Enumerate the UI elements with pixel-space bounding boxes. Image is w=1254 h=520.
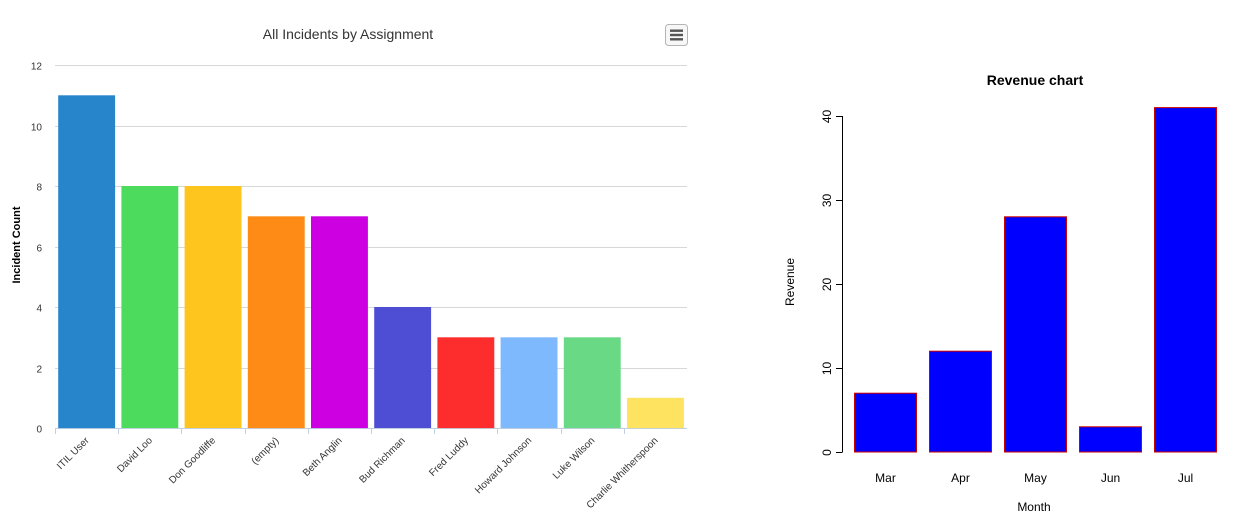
incidents-bar-howard-johnson[interactable] xyxy=(500,337,558,429)
revenue-bar-may[interactable] xyxy=(1004,216,1067,453)
incidents-y-tick-label: 4 xyxy=(36,304,42,315)
incidents-y-tick-label: 8 xyxy=(36,183,42,194)
incidents-x-tick-label: Charlie Whitherspoon xyxy=(585,435,661,511)
incidents-bar-beth-anglin[interactable] xyxy=(311,216,368,429)
incidents-y-tick-label: 10 xyxy=(31,123,43,134)
revenue-x-tick-label: May xyxy=(1024,471,1047,485)
incidents-x-tick-label: Bud Richman xyxy=(357,435,407,485)
incidents-chart-title: All Incidents by Assignment xyxy=(263,26,434,42)
incidents-x-tick-label: ITIL User xyxy=(55,435,92,472)
revenue-x-tick-label: Apr xyxy=(951,471,970,485)
revenue-bar-jul[interactable] xyxy=(1154,107,1217,453)
incidents-x-tick-label: Howard Johnson xyxy=(473,435,534,496)
incidents-bar-fred-luddy[interactable] xyxy=(437,337,495,429)
incidents-bar-itil-user[interactable] xyxy=(58,95,116,429)
revenue-x-axis-label: Month xyxy=(1017,500,1050,514)
incidents-bar-don-goodliffe[interactable] xyxy=(184,186,242,428)
incidents-x-tick-label: David Loo xyxy=(115,435,155,475)
incidents-bar-bud-richman[interactable] xyxy=(374,307,432,428)
hamburger-menu-icon xyxy=(670,29,683,41)
revenue-bar-jun[interactable] xyxy=(1079,426,1142,453)
revenue-y-tick-label: 10 xyxy=(820,362,834,376)
incidents-bar-luke-wilson[interactable] xyxy=(563,337,621,429)
incidents-y-tick-label: 12 xyxy=(31,62,43,73)
revenue-x-tick-label: Jun xyxy=(1101,471,1120,485)
revenue-y-axis-label: Revenue xyxy=(783,258,797,306)
incidents-bar-david-loo[interactable] xyxy=(121,186,179,428)
revenue-bar-apr[interactable] xyxy=(929,350,992,453)
revenue-x-tick-label: Mar xyxy=(875,471,896,485)
incidents-x-tick-label: (empty) xyxy=(250,435,282,467)
incidents-x-tick-label: Beth Anglin xyxy=(301,435,345,479)
incidents-chart: All Incidents by Assignment Incident Cou… xyxy=(11,24,688,511)
chart-menu-button[interactable] xyxy=(665,24,688,46)
revenue-y-tick-label: 20 xyxy=(820,278,834,292)
revenue-x-tick-label: Jul xyxy=(1178,471,1193,485)
incidents-y-tick-label: 0 xyxy=(36,425,42,436)
revenue-y-tick-label: 30 xyxy=(820,194,834,208)
revenue-y-tick-label: 40 xyxy=(820,110,834,124)
incidents-bar-empty[interactable] xyxy=(247,216,305,429)
revenue-bar-mar[interactable] xyxy=(854,392,917,453)
incidents-x-tick-label: Luke Wilson xyxy=(551,435,597,481)
incidents-x-tick-label: Fred Luddy xyxy=(427,435,471,479)
incidents-y-tick-label: 6 xyxy=(36,244,42,255)
incidents-y-tick-label: 2 xyxy=(36,365,42,376)
revenue-chart: Revenue chart Month Revenue 0 10 20 30 40 Ma… xyxy=(783,72,1217,514)
incidents-y-axis-label: Incident Count xyxy=(11,206,23,283)
incidents-x-tick-label: Don Goodliffe xyxy=(167,435,218,486)
revenue-chart-title: Revenue chart xyxy=(987,72,1084,88)
incidents-bar-charlie-whitherspoon[interactable] xyxy=(627,397,684,429)
revenue-y-tick-label: 0 xyxy=(820,449,834,456)
